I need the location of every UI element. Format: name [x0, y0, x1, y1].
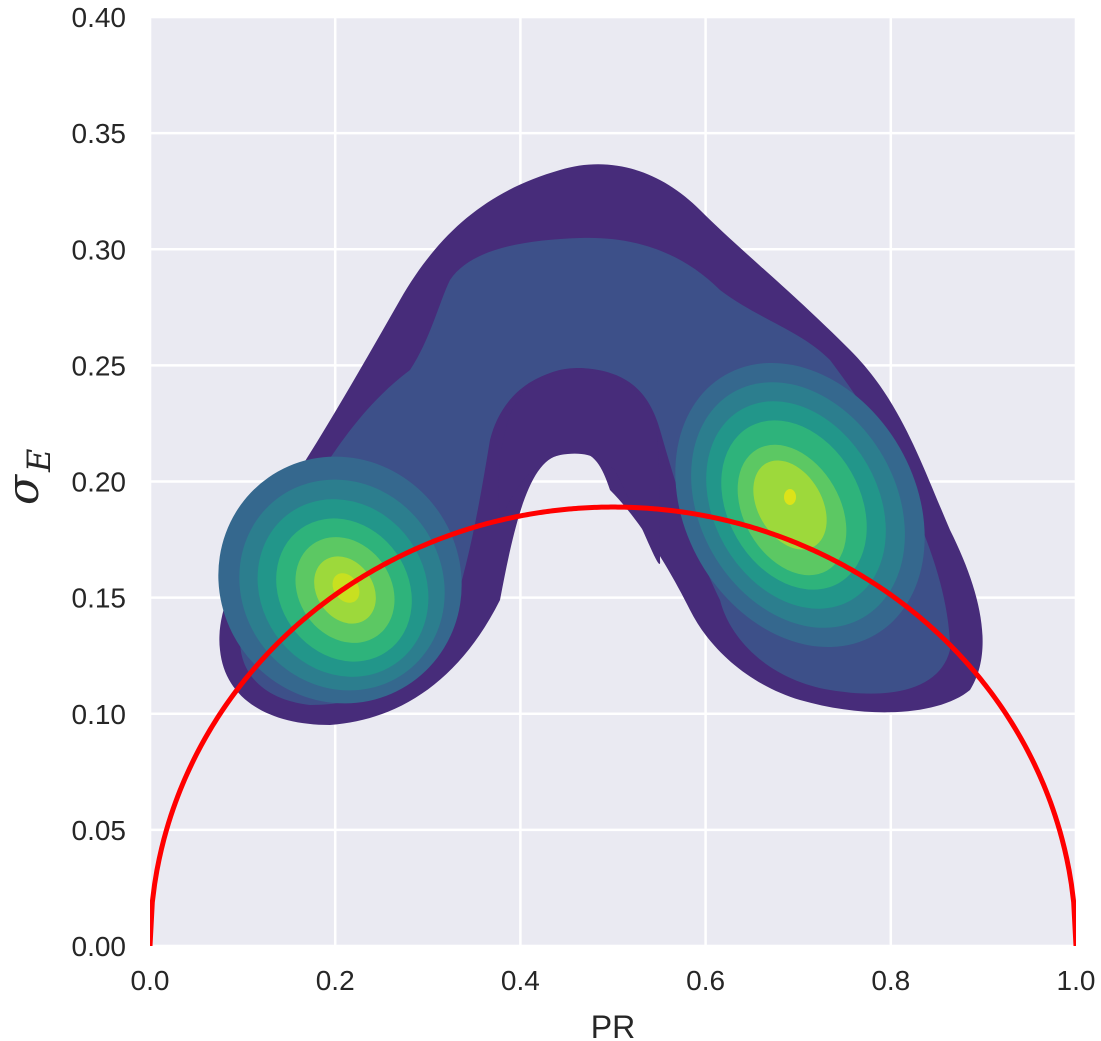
x-tick-label: 0.0: [131, 965, 170, 996]
x-tick-label: 1.0: [1057, 965, 1096, 996]
y-tick-labels: 0.00 0.05 0.10 0.15 0.20 0.25 0.30 0.35 0.40: [72, 2, 127, 962]
y-tick-label: 0.40: [72, 2, 127, 33]
y-tick-label: 0.15: [72, 583, 127, 614]
x-tick-labels: 0.0 0.2 0.4 0.6 0.8 1.0: [131, 965, 1096, 996]
y-axis-label: σ E: [0, 449, 58, 505]
y-tick-label: 0.20: [72, 467, 127, 498]
x-axis-label: PR: [591, 1009, 635, 1041]
y-tick-label: 0.35: [72, 118, 127, 149]
right-lobe-peak: [784, 489, 796, 505]
y-axis-label-subscript: E: [20, 449, 58, 473]
y-tick-label: 0.30: [72, 234, 127, 265]
x-tick-label: 0.6: [686, 965, 725, 996]
x-tick-label: 0.8: [871, 965, 910, 996]
y-tick-label: 0.10: [72, 699, 127, 730]
x-tick-label: 0.4: [501, 965, 540, 996]
y-tick-label: 0.05: [72, 815, 127, 846]
y-tick-label: 0.25: [72, 350, 127, 381]
y-tick-label: 0.00: [72, 931, 127, 962]
y-axis-label-symbol: σ: [0, 473, 49, 505]
x-tick-label: 0.2: [316, 965, 355, 996]
